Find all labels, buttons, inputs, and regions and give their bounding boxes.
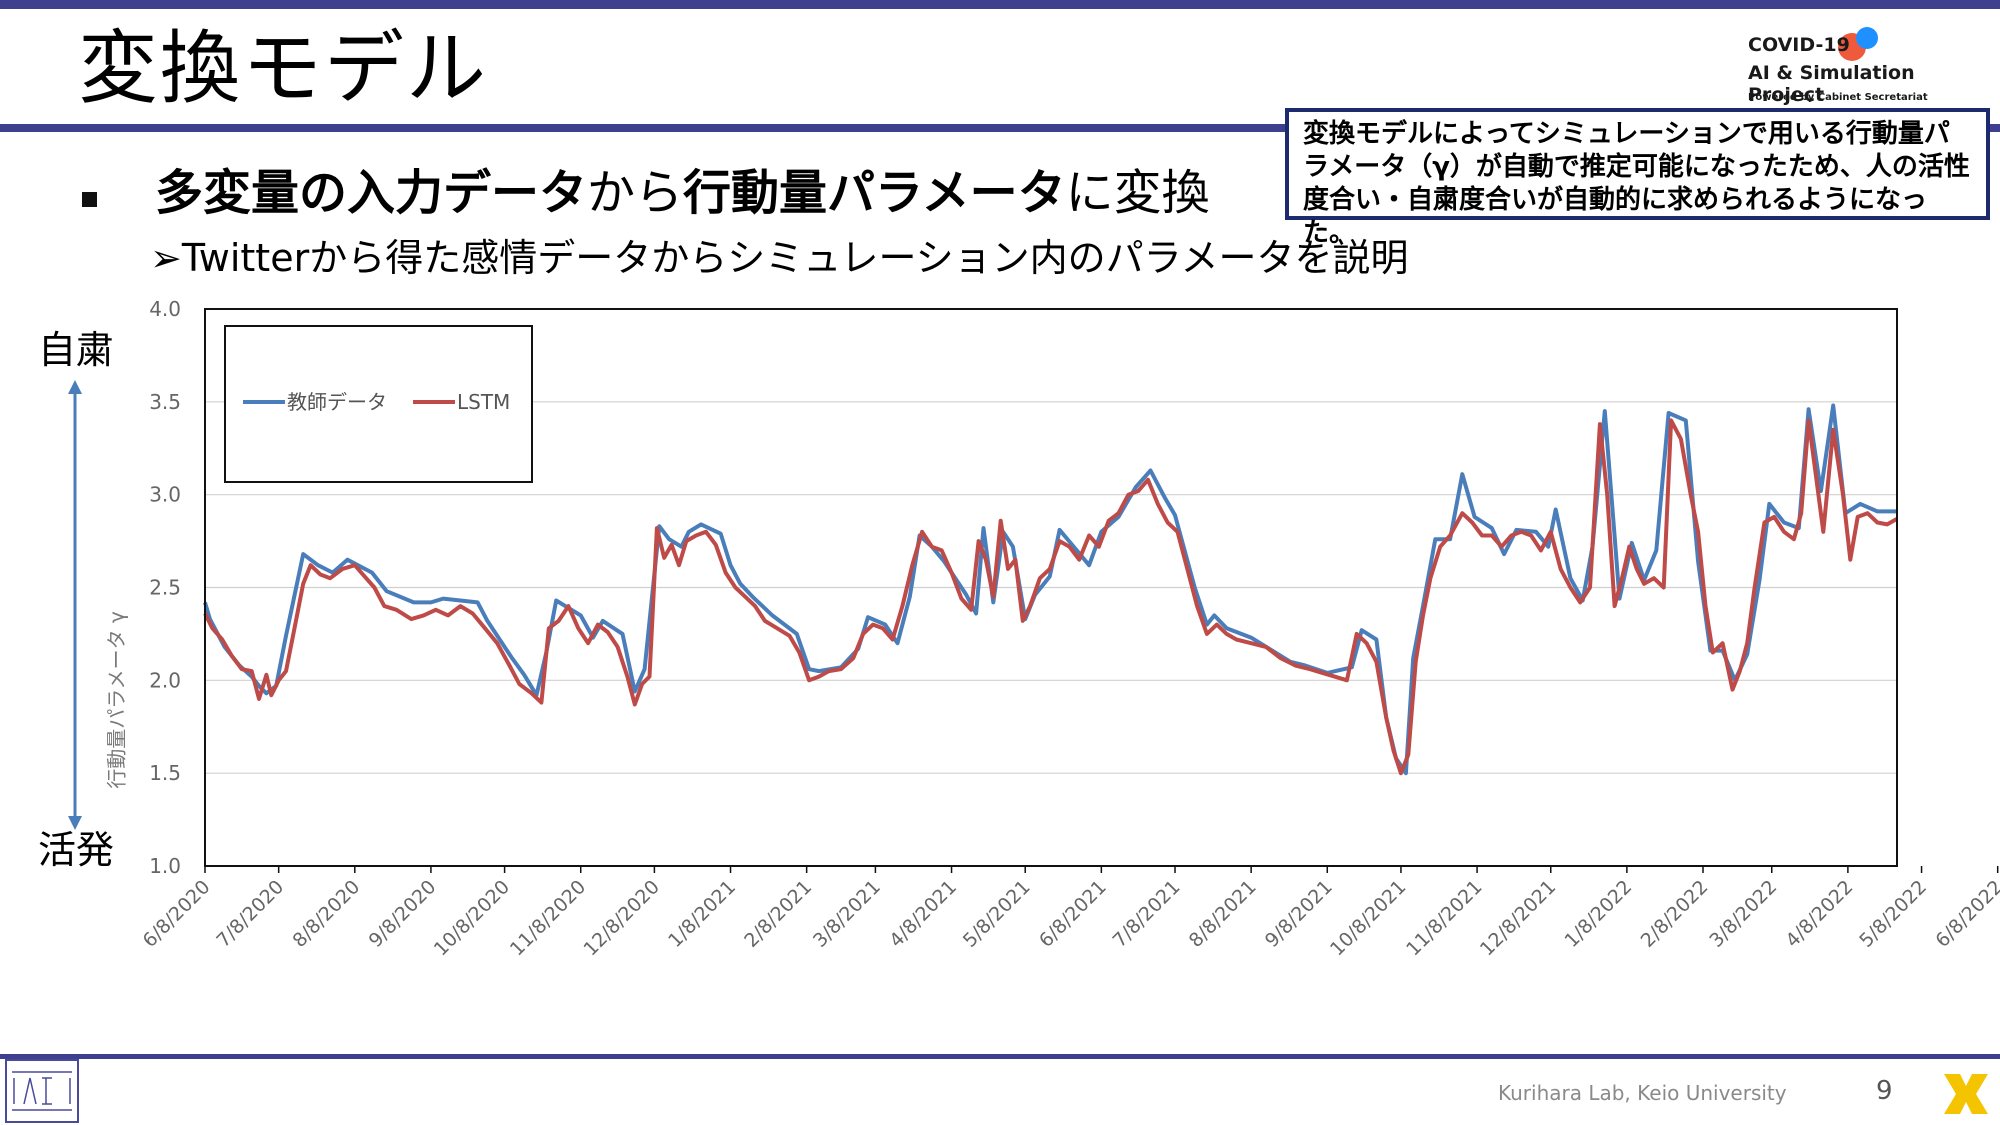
x-tick-label: 8/8/2020 (288, 876, 364, 952)
x-tick-label: 1/8/2022 (1561, 876, 1637, 952)
y-tick-label: 2.5 (149, 576, 181, 600)
y-tick-label: 1.0 (149, 854, 181, 878)
bullet-part1: 多変量の入力データ (155, 165, 588, 221)
side-label-bottom: 活発 (38, 828, 115, 872)
project-logo: COVID-19 AI & Simulation Project Powered… (1745, 22, 1985, 112)
logo-dots-icon (1838, 27, 1878, 61)
y-tick-label: 2.0 (149, 668, 181, 692)
x-tick-label: 6/8/2021 (1035, 876, 1111, 952)
x-tick-label: 6/8/2022 (1931, 876, 2000, 952)
x-tick-label: 11/8/2020 (506, 876, 590, 960)
top-band (0, 0, 2000, 9)
footer-credit: Kurihara Lab, Keio University (1498, 1081, 1787, 1105)
x-mark-icon (1944, 1074, 1988, 1114)
bullet-line: 多変量の入力データから行動量パラメータに変換 (155, 163, 1210, 223)
chart-series (203, 403, 1898, 776)
x-tick-label: 7/8/2020 (212, 876, 288, 952)
legend-label: LSTM (457, 390, 510, 414)
lab-logo-icon (5, 1059, 79, 1123)
x-tick-label: 5/8/2022 (1855, 876, 1931, 952)
side-label-top: 自粛 (38, 328, 115, 372)
x-tick-label: 11/8/2021 (1402, 876, 1486, 960)
x-tick-label: 12/8/2021 (1476, 876, 1560, 960)
chart-legend: 教師データ LSTM (224, 325, 533, 483)
x-tick-label: 10/8/2020 (430, 876, 514, 960)
page-number: 9 (1876, 1076, 1893, 1106)
logo-line3: Powered by Cabinet Secretariat (1748, 92, 1928, 103)
sub-bullet: ➢Twitterから得た感情データからシミュレーション内のパラメータを説明 (150, 236, 1409, 280)
x-tick-label: 10/8/2021 (1326, 876, 1410, 960)
plot-frame (204, 308, 1898, 867)
bullet-part2: から (587, 165, 684, 221)
y-tick-label: 3.0 (149, 483, 181, 507)
bullet-marker (82, 192, 97, 207)
arrow-up-down-icon (68, 380, 82, 830)
x-tick-label: 7/8/2021 (1109, 876, 1185, 952)
x-tick-label: 4/8/2022 (1782, 876, 1858, 952)
footer-divider (0, 1054, 2000, 1059)
y-tick-label: 4.0 (149, 297, 181, 321)
x-tick-label: 3/8/2022 (1705, 876, 1781, 952)
y-tick-label: 1.5 (149, 761, 181, 785)
x-tick-label: 2/8/2021 (740, 876, 816, 952)
y-axis-ticks: 1.0 1.5 2.0 2.5 3.0 3.5 4.0 (149, 297, 181, 878)
x-tick-label: 12/8/2020 (579, 876, 663, 960)
bullet-part3: 行動量パラメータ (683, 165, 1066, 221)
callout-box: 変換モデルによってシミュレーションで用いる行動量パラメータ（γ）が自動で推定可能… (1285, 108, 1990, 248)
bullet-part4: に変換 (1065, 165, 1210, 221)
page-title: 変換モデル (78, 22, 488, 115)
x-tick-label: 5/8/2021 (959, 876, 1035, 952)
x-tick-label: 9/8/2020 (365, 876, 441, 952)
logo-line1: COVID-19 (1748, 34, 1850, 56)
x-tick-label: 4/8/2021 (885, 876, 961, 952)
x-tick-label: 2/8/2022 (1637, 876, 1713, 952)
x-tick-label: 3/8/2021 (809, 876, 885, 952)
legend-label: 教師データ (287, 390, 387, 414)
series-line-lstm (203, 418, 1898, 776)
logo-line2: AI & Simulation Project (1748, 62, 1915, 106)
title-divider (0, 124, 2000, 132)
x-tick-label: 9/8/2021 (1261, 876, 1337, 952)
x-tick-label: 6/8/2020 (139, 876, 215, 952)
y-tick-label: 3.5 (149, 390, 181, 414)
x-tick-label: 8/8/2021 (1185, 876, 1261, 952)
x-tick-label: 1/8/2021 (664, 876, 740, 952)
